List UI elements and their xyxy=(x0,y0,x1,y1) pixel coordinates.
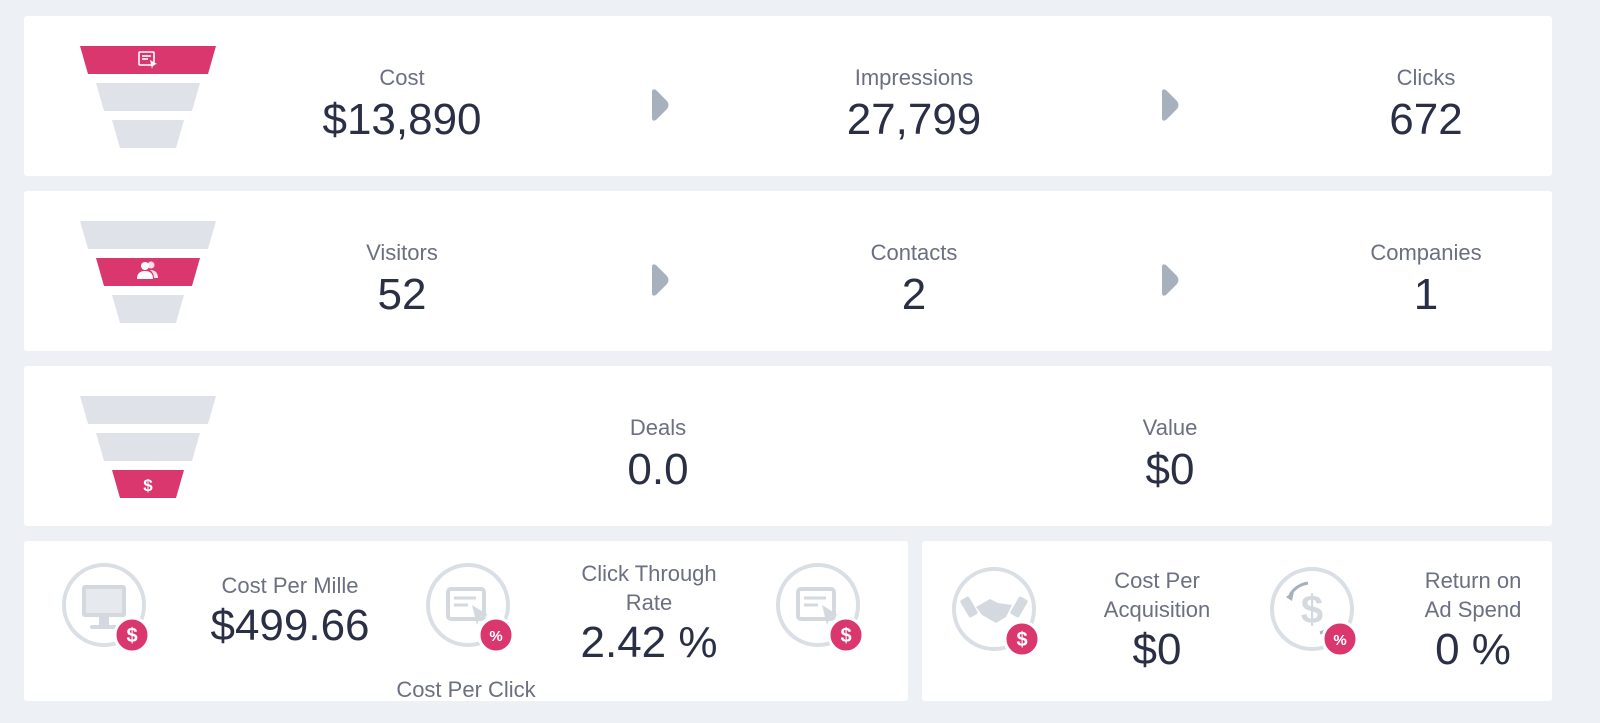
metric-value: 0.0 xyxy=(627,445,689,494)
kpi-return-on-ad-spend: Return on Ad Spend 0 % xyxy=(1398,566,1548,676)
cursor-window-percent-icon: % xyxy=(426,563,515,654)
metric-label: Clicks xyxy=(1396,65,1456,90)
metric-label: Deals xyxy=(629,415,687,440)
metric-contacts: Contacts 2 xyxy=(764,239,1064,321)
metric-deals: Deals 0.0 xyxy=(508,414,808,496)
kpi-card-returns: $ Cost Per Acquisition $0 $ % Return on … xyxy=(922,541,1552,701)
kpi-label-line1: Click Through xyxy=(581,561,717,586)
funnel-top-active-icon xyxy=(80,46,216,148)
kpi-label-line2: Acquisition xyxy=(1103,597,1211,622)
chevron-right-icon xyxy=(1162,89,1179,121)
kpi-click-through-rate: Click Through Rate 2.42 % xyxy=(560,559,738,669)
metric-clicks: Clicks 672 xyxy=(1276,64,1576,146)
cursor-window-dollar-icon: $ xyxy=(776,563,865,654)
svg-text:%: % xyxy=(489,628,502,645)
metric-value: 27,799 xyxy=(846,95,982,144)
kpi-label: Cost Per Mille xyxy=(221,573,359,598)
funnel-card-engagement: Visitors 52 Contacts 2 Companies 1 xyxy=(24,191,1552,351)
kpi-value: $0 xyxy=(1132,625,1182,674)
metric-value: 1 xyxy=(1413,270,1439,319)
chevron-right-icon xyxy=(652,89,669,121)
chevron-right-icon xyxy=(1162,264,1179,296)
metric-label: Companies xyxy=(1370,240,1482,265)
metric-value: 672 xyxy=(1389,95,1463,144)
cursor-window-icon xyxy=(138,51,157,69)
monitor-dollar-icon: $ xyxy=(62,563,151,654)
metric-label: Visitors xyxy=(366,240,438,265)
svg-text:$: $ xyxy=(840,625,851,647)
svg-text:$: $ xyxy=(1016,629,1027,651)
metric-visitors: Visitors 52 xyxy=(252,239,552,321)
svg-text:$: $ xyxy=(126,625,137,647)
kpi-label-line2: Ad Spend xyxy=(1424,597,1522,622)
kpi-value: 0 % xyxy=(1435,625,1511,674)
svg-text:$: $ xyxy=(1301,588,1323,632)
svg-text:%: % xyxy=(1333,632,1346,649)
metric-value: 2 xyxy=(901,270,927,319)
metric-companies: Companies 1 xyxy=(1276,239,1576,321)
kpi-label-line2: Rate xyxy=(625,590,673,615)
funnel-card-acquisition: Cost $13,890 Impressions 27,799 Clicks 6… xyxy=(24,16,1552,176)
metric-impressions: Impressions 27,799 xyxy=(764,64,1064,146)
kpi-cost-per-mille: Cost Per Mille $499.66 xyxy=(194,571,386,652)
metric-label: Value xyxy=(1142,415,1198,440)
kpi-cost-per-acquisition: Cost Per Acquisition $0 xyxy=(1082,566,1232,676)
metric-label: Impressions xyxy=(854,65,974,90)
funnel-middle-active-icon xyxy=(80,221,216,323)
kpi-value: 2.42 % xyxy=(580,618,718,667)
metric-cost: Cost $13,890 xyxy=(252,64,552,146)
kpi-label: Cost Per Click xyxy=(396,677,536,702)
kpi-cost-per-click: Cost Per Click xyxy=(374,675,558,704)
metric-label: Cost xyxy=(379,65,425,90)
kpi-value: $499.66 xyxy=(210,601,370,650)
metric-value: $13,890 xyxy=(322,95,482,144)
funnel-card-revenue: $ Deals 0.0 Value $0 xyxy=(24,366,1552,526)
metric-value: $0 xyxy=(1145,445,1195,494)
chevron-right-icon xyxy=(652,264,669,296)
metric-value-total: Value $0 xyxy=(1020,414,1320,496)
users-icon xyxy=(137,261,158,279)
dollar-icon: $ xyxy=(143,476,153,495)
funnel-bottom-active-icon: $ xyxy=(80,396,216,498)
metric-label: Contacts xyxy=(870,240,958,265)
dollar-cycle-percent-icon: $ % xyxy=(1270,567,1359,658)
kpi-label-line1: Cost Per xyxy=(1114,568,1200,593)
kpi-label-line1: Return on xyxy=(1424,568,1522,593)
kpi-card-ad-costs: $ Cost Per Mille $499.66 % Click Through… xyxy=(24,541,908,704)
handshake-dollar-icon: $ xyxy=(952,567,1041,658)
metric-value: 52 xyxy=(377,270,427,319)
